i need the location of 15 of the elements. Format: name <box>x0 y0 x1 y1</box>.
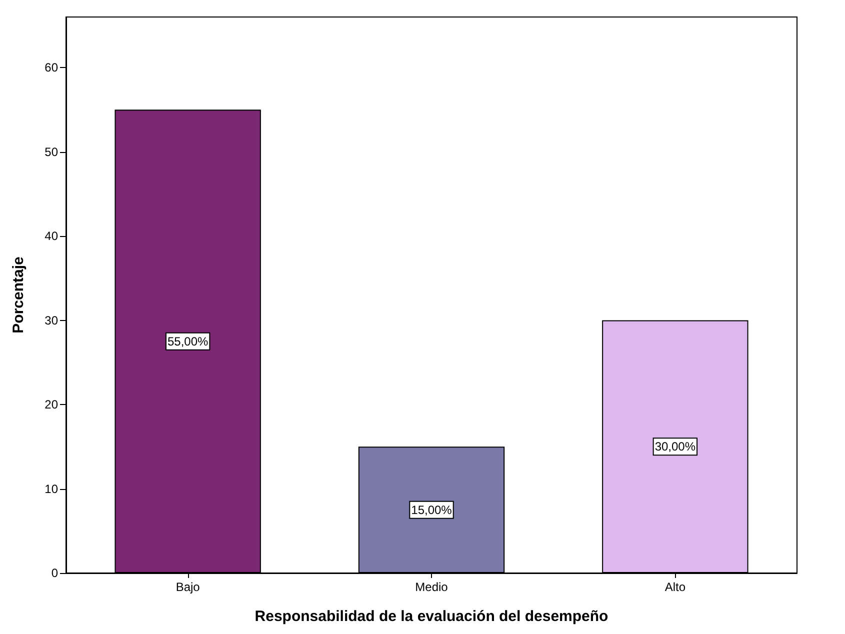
x-axis-title: Responsabilidad de la evaluación del desempeño <box>254 608 608 625</box>
y-axis-title: Porcentaje <box>10 256 27 334</box>
x-tick-label: Bajo <box>176 580 200 594</box>
y-tick-label: 10 <box>44 482 58 496</box>
y-tick-label: 30 <box>44 313 58 328</box>
y-tick-label: 60 <box>44 60 58 75</box>
x-tick-label: Medio <box>415 580 448 594</box>
data-label: 15,00% <box>411 502 452 517</box>
data-label: 30,00% <box>654 440 696 454</box>
y-tick-label: 50 <box>44 144 58 159</box>
data-label: 55,00% <box>167 334 209 348</box>
x-tick-label: Alto <box>664 580 686 594</box>
y-tick-label: 20 <box>44 398 58 412</box>
y-tick-label: 0 <box>51 566 58 580</box>
y-tick-label: 40 <box>44 229 58 244</box>
